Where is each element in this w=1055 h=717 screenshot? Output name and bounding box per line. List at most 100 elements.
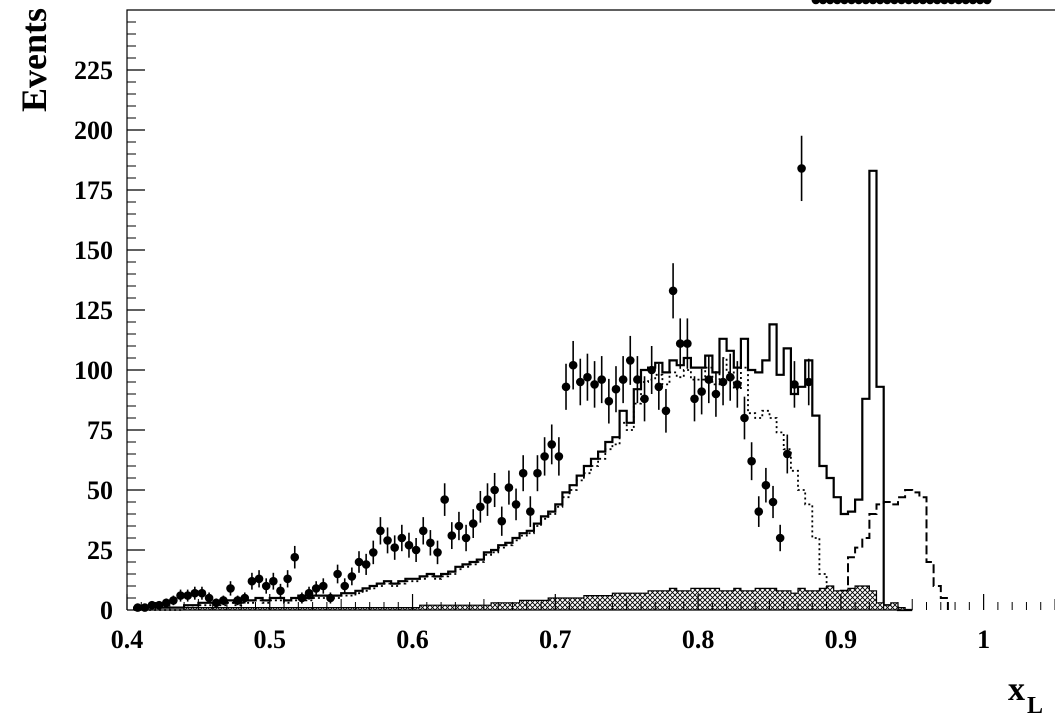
data-point — [897, 0, 906, 5]
data-point — [404, 532, 414, 558]
data-point — [526, 496, 535, 527]
data-point — [333, 564, 342, 584]
data-point — [825, 0, 835, 5]
data-point-marker — [725, 372, 735, 382]
data-point — [326, 592, 335, 604]
dashed-series — [832, 489, 949, 610]
data-point-marker — [340, 581, 350, 591]
data-point-marker — [818, 0, 828, 5]
data-point — [340, 578, 350, 594]
x-axis-title: x L — [1008, 671, 1043, 717]
data-point-marker — [333, 569, 342, 579]
data-point — [618, 356, 628, 404]
data-point-marker — [618, 375, 628, 384]
data-point-marker — [290, 552, 300, 562]
data-point-marker — [404, 540, 414, 550]
data-point — [854, 0, 863, 5]
data-point-marker — [554, 452, 564, 461]
data-point-marker — [347, 572, 357, 581]
x-tick-label: 0.7 — [539, 625, 572, 654]
data-point — [376, 517, 385, 545]
data-point-marker — [276, 586, 285, 596]
data-point — [297, 592, 307, 604]
data-point — [561, 363, 571, 410]
data-point — [226, 581, 235, 596]
data-point — [426, 530, 435, 556]
data-point — [704, 356, 714, 404]
data-point — [468, 509, 478, 538]
data-point-marker — [775, 533, 785, 543]
data-point-marker — [832, 0, 842, 5]
data-point — [518, 455, 528, 492]
plot-frame — [126, 9, 1055, 610]
data-point — [311, 581, 321, 596]
data-point-marker — [211, 598, 221, 608]
data-point — [276, 583, 285, 598]
data-point-marker — [197, 588, 207, 598]
y-tick-label: 150 — [74, 236, 113, 265]
y-tick-label: 225 — [74, 56, 113, 85]
data-point — [361, 553, 371, 575]
data-point-marker — [932, 0, 942, 5]
y-tick-label: 175 — [74, 176, 113, 205]
data-point — [504, 470, 514, 505]
y-tick-label: 25 — [87, 536, 113, 565]
data-point-marker — [254, 574, 264, 584]
data-point — [319, 578, 328, 594]
data-point-marker — [433, 548, 442, 557]
data-point — [668, 263, 678, 319]
data-point — [640, 376, 649, 422]
data-point — [383, 527, 392, 554]
data-point — [975, 0, 985, 5]
data-point-marker — [440, 495, 449, 504]
data-point — [733, 361, 742, 408]
data-point — [583, 353, 592, 401]
data-point — [775, 524, 785, 552]
data-point — [261, 578, 271, 594]
x-tick-label: 0.5 — [254, 625, 287, 654]
data-point-marker — [447, 531, 457, 540]
data-point-marker — [311, 584, 321, 593]
data-point-marker — [940, 0, 949, 5]
data-point-marker — [147, 600, 157, 610]
data-point-marker — [697, 387, 706, 396]
data-point-marker — [361, 560, 371, 569]
data-point — [590, 361, 599, 408]
data-point-marker — [768, 497, 778, 507]
data-point-marker — [675, 339, 685, 348]
data-point-marker — [861, 0, 871, 5]
data-point — [568, 340, 578, 390]
data-point — [940, 0, 949, 5]
data-point — [697, 368, 706, 415]
data-point-marker — [925, 0, 935, 5]
data-point-marker — [547, 440, 557, 449]
data-point — [247, 572, 257, 590]
data-point — [461, 524, 471, 552]
x-axis-title-main: x — [1008, 671, 1025, 708]
data-point-marker — [540, 452, 549, 461]
data-point-marker — [526, 507, 535, 516]
data-point-marker — [804, 377, 814, 387]
data-point-marker — [376, 526, 385, 536]
data-point — [354, 551, 364, 573]
data-point-marker — [633, 375, 642, 384]
data-point-marker — [169, 596, 178, 605]
data-point — [740, 396, 749, 440]
data-point-marker — [747, 456, 756, 466]
data-point-marker — [597, 375, 607, 384]
data-point-marker — [354, 557, 364, 567]
data-point-marker — [704, 375, 714, 384]
data-point — [932, 0, 942, 5]
data-point — [661, 388, 671, 433]
data-point — [797, 135, 806, 202]
data-point-marker — [625, 356, 635, 365]
x-axis-title-subscript: L — [1027, 693, 1043, 717]
data-point — [269, 572, 278, 590]
data-point-marker — [982, 0, 992, 5]
data-point — [204, 592, 214, 604]
data-point — [982, 0, 992, 5]
data-point — [847, 0, 856, 5]
data-point-marker — [840, 0, 849, 5]
data-point-marker — [754, 507, 764, 516]
hatched-background-series — [134, 585, 913, 611]
